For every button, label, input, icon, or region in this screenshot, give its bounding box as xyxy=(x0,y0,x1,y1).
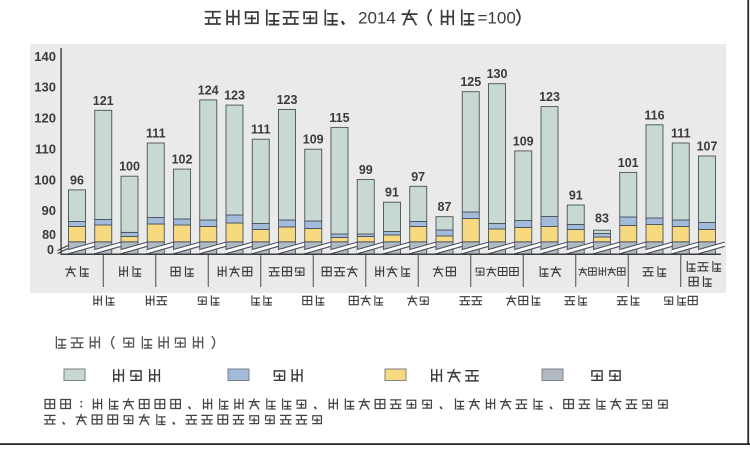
svg-text:120: 120 xyxy=(34,111,56,126)
svg-text:124: 124 xyxy=(198,83,219,97)
svg-text:130: 130 xyxy=(34,80,56,95)
svg-text:102: 102 xyxy=(172,153,193,167)
svg-text:116: 116 xyxy=(644,108,664,122)
svg-text:109: 109 xyxy=(303,133,324,147)
svg-text:99: 99 xyxy=(359,163,373,177)
svg-text:80: 80 xyxy=(42,228,56,242)
svg-text:96: 96 xyxy=(70,173,84,187)
svg-text:2014: 2014 xyxy=(358,9,396,28)
svg-text:111: 111 xyxy=(671,127,691,141)
svg-text:123: 123 xyxy=(539,90,560,104)
svg-text:123: 123 xyxy=(277,93,298,107)
svg-text:111: 111 xyxy=(146,127,166,141)
svg-text:87: 87 xyxy=(438,200,452,214)
svg-text:121: 121 xyxy=(93,94,114,108)
svg-text:97: 97 xyxy=(411,170,425,184)
svg-text:109: 109 xyxy=(513,134,534,148)
svg-text:91: 91 xyxy=(385,186,399,200)
svg-text:83: 83 xyxy=(595,212,609,226)
svg-text:90: 90 xyxy=(42,203,56,218)
svg-text:110: 110 xyxy=(35,141,56,156)
svg-text:101: 101 xyxy=(618,156,639,170)
svg-text:107: 107 xyxy=(697,140,718,154)
svg-text:100: 100 xyxy=(34,172,56,187)
svg-text:91: 91 xyxy=(569,189,583,203)
svg-text:0: 0 xyxy=(47,243,54,257)
svg-text:=100: =100 xyxy=(478,9,516,28)
svg-text:111: 111 xyxy=(251,123,271,137)
svg-text:100: 100 xyxy=(119,160,140,174)
svg-text:130: 130 xyxy=(487,67,508,81)
svg-text:123: 123 xyxy=(224,89,245,103)
svg-text:140: 140 xyxy=(34,49,56,64)
svg-text:115: 115 xyxy=(329,111,349,125)
svg-text:125: 125 xyxy=(460,75,481,89)
